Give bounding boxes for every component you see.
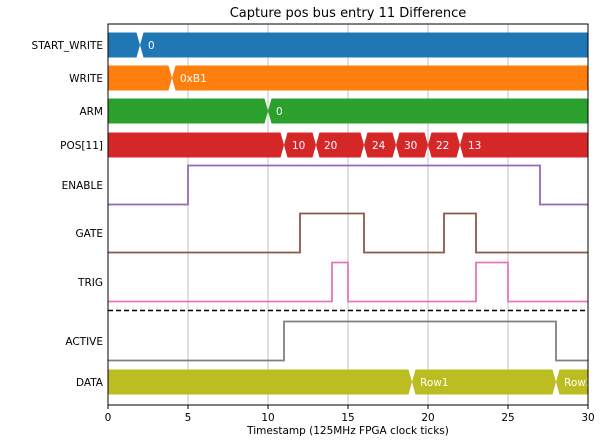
bus-value-label: Row2 xyxy=(564,377,593,389)
signal-label: ACTIVE xyxy=(65,336,103,348)
signal-label: ENABLE xyxy=(62,180,103,192)
bus-segment xyxy=(316,132,364,158)
bus-segment xyxy=(108,369,412,395)
bus-value-label: 20 xyxy=(324,140,337,152)
bus-value-label: 24 xyxy=(372,140,386,152)
bus-segment xyxy=(364,132,396,158)
signal-label: START_WRITE xyxy=(32,40,103,52)
x-tick-label: 20 xyxy=(421,412,434,424)
signal-pos-11-: POS[11] 10 20 24 30 22 13 xyxy=(60,132,588,158)
bus-value-label: 0xB1 xyxy=(180,73,207,85)
bus-value-label: 10 xyxy=(292,140,305,152)
bus-segment xyxy=(268,98,588,124)
x-axis-label: Timestamp (125MHz FPGA clock ticks) xyxy=(246,425,449,437)
bus-value-label: 30 xyxy=(404,140,417,152)
bus-segment xyxy=(108,32,140,58)
bus-value-label: 22 xyxy=(436,140,449,152)
signal-gate: GATE xyxy=(75,212,588,254)
bit-waveform xyxy=(108,320,588,362)
bit-waveform xyxy=(108,261,588,303)
bus-segment xyxy=(108,132,284,158)
x-tick-label: 5 xyxy=(185,412,192,424)
bus-segment xyxy=(108,65,172,91)
bus-segment xyxy=(396,132,428,158)
bus-segment xyxy=(460,132,588,158)
signal-label: ARM xyxy=(79,106,103,118)
bus-value-label: 13 xyxy=(468,140,481,152)
signal-label: DATA xyxy=(76,377,104,389)
bus-value-label: Row1 xyxy=(420,377,449,389)
x-tick-label: 0 xyxy=(105,412,112,424)
signal-label: TRIG xyxy=(77,277,103,289)
signal-label: GATE xyxy=(75,228,103,240)
chart-title: Capture pos bus entry 11 Difference xyxy=(230,6,467,21)
x-axis-ticks: 0 5 10 15 20 25 30 xyxy=(105,405,595,424)
bus-segment xyxy=(140,32,588,58)
signal-active: ACTIVE xyxy=(65,320,588,362)
bus-value-label: 0 xyxy=(276,106,283,118)
bus-segment xyxy=(428,132,460,158)
bit-waveform xyxy=(108,212,588,254)
signal-enable: ENABLE xyxy=(62,164,588,206)
x-tick-label: 10 xyxy=(261,412,274,424)
signal-write: WRITE 0xB1 xyxy=(69,65,588,91)
bus-value-label: 0 xyxy=(148,40,155,52)
bit-waveform xyxy=(108,164,588,206)
bus-segment xyxy=(108,98,268,124)
x-tick-label: 25 xyxy=(501,412,514,424)
signal-label: POS[11] xyxy=(60,140,103,152)
x-tick-label: 30 xyxy=(581,412,594,424)
x-tick-label: 15 xyxy=(341,412,354,424)
signal-label: WRITE xyxy=(69,73,103,85)
bus-segment xyxy=(172,65,588,91)
signal-tracks: START_WRITE 0 WRITE 0xB1 ARM 0 POS[11] 10 20 24 30… xyxy=(32,32,593,395)
bus-segment xyxy=(412,369,556,395)
signal-arm: ARM 0 xyxy=(79,98,588,124)
signal-data: DATA Row1 Row2 xyxy=(76,369,593,395)
signal-start-write: START_WRITE 0 xyxy=(32,32,588,58)
bus-segment xyxy=(556,369,588,395)
signal-trig: TRIG xyxy=(77,261,588,303)
bus-segment xyxy=(284,132,316,158)
